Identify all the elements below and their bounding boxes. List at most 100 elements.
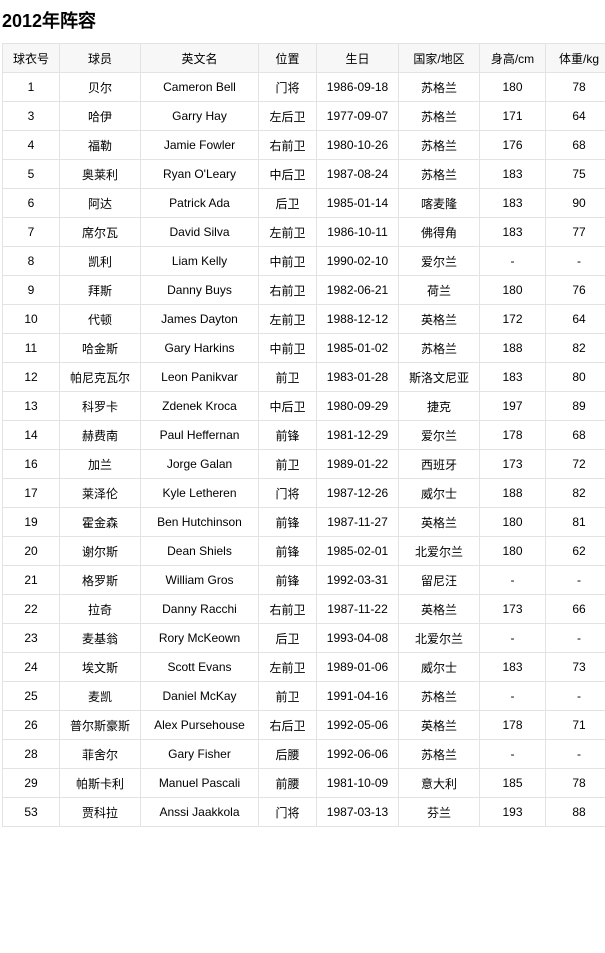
table-row: 10 代顿 James Dayton 左前卫 1988-12-12 英格兰 172 64: [2, 304, 605, 334]
cell-country: 苏格兰: [398, 130, 480, 160]
cell-birthday: 1986-09-18: [316, 72, 399, 102]
cell-country: 英格兰: [398, 710, 480, 740]
cell-country: 爱尔兰: [398, 420, 480, 450]
cell-height: 183: [479, 188, 546, 218]
cell-player-name: 普尔斯豪斯: [59, 710, 141, 740]
cell-birthday: 1981-12-29: [316, 420, 399, 450]
cell-country: 威尔士: [398, 478, 480, 508]
cell-player-name: 麦凯: [59, 681, 141, 711]
cell-jersey-number: 5: [2, 159, 60, 189]
column-header-jersey-number: 球衣号: [2, 43, 60, 73]
table-row: 8 凯利 Liam Kelly 中前卫 1990-02-10 爱尔兰 - -: [2, 246, 605, 276]
cell-english-name: Patrick Ada: [140, 188, 259, 218]
cell-birthday: 1981-10-09: [316, 768, 399, 798]
cell-country: 爱尔兰: [398, 246, 480, 276]
cell-weight: 77: [545, 217, 605, 247]
cell-player-name: 哈伊: [59, 101, 141, 131]
cell-position: 前卫: [258, 362, 317, 392]
cell-position: 中后卫: [258, 159, 317, 189]
table-row: 14 赫费南 Paul Heffernan 前锋 1981-12-29 爱尔兰 178 68: [2, 420, 605, 450]
cell-english-name: Ryan O'Leary: [140, 159, 259, 189]
cell-height: 188: [479, 478, 546, 508]
table-row: 3 哈伊 Garry Hay 左后卫 1977-09-07 苏格兰 171 64: [2, 101, 605, 131]
column-header-position: 位置: [258, 43, 317, 73]
cell-english-name: Danny Buys: [140, 275, 259, 305]
table-row: 5 奥莱利 Ryan O'Leary 中后卫 1987-08-24 苏格兰 183 75: [2, 159, 605, 189]
cell-height: 173: [479, 449, 546, 479]
cell-jersey-number: 19: [2, 507, 60, 537]
cell-english-name: Gary Fisher: [140, 739, 259, 769]
column-header-birthday: 生日: [316, 43, 399, 73]
cell-country: 北爱尔兰: [398, 623, 480, 653]
cell-country: 苏格兰: [398, 681, 480, 711]
cell-weight: 76: [545, 275, 605, 305]
cell-player-name: 格罗斯: [59, 565, 141, 595]
table-row: 20 谢尔斯 Dean Shiels 前锋 1985-02-01 北爱尔兰 180 62: [2, 536, 605, 566]
cell-player-name: 麦基翁: [59, 623, 141, 653]
cell-player-name: 拉奇: [59, 594, 141, 624]
table-row: 26 普尔斯豪斯 Alex Pursehouse 右后卫 1992-05-06 英格兰 17…: [2, 710, 605, 740]
table-row: 6 阿达 Patrick Ada 后卫 1985-01-14 喀麦隆 183 90: [2, 188, 605, 218]
cell-birthday: 1987-11-22: [316, 594, 399, 624]
cell-player-name: 贾科拉: [59, 797, 141, 827]
cell-jersey-number: 12: [2, 362, 60, 392]
cell-weight: 68: [545, 420, 605, 450]
cell-position: 左前卫: [258, 652, 317, 682]
cell-english-name: Dean Shiels: [140, 536, 259, 566]
cell-birthday: 1988-12-12: [316, 304, 399, 334]
cell-height: 180: [479, 72, 546, 102]
cell-weight: 71: [545, 710, 605, 740]
cell-weight: -: [545, 565, 605, 595]
cell-height: 193: [479, 797, 546, 827]
cell-birthday: 1986-10-11: [316, 217, 399, 247]
cell-birthday: 1985-02-01: [316, 536, 399, 566]
cell-height: -: [479, 623, 546, 653]
cell-weight: 62: [545, 536, 605, 566]
cell-english-name: Zdenek Kroca: [140, 391, 259, 421]
table-row: 25 麦凯 Daniel McKay 前卫 1991-04-16 苏格兰 - -: [2, 681, 605, 711]
cell-position: 前锋: [258, 536, 317, 566]
table-row: 4 福勒 Jamie Fowler 右前卫 1980-10-26 苏格兰 176 68: [2, 130, 605, 160]
cell-country: 斯洛文尼亚: [398, 362, 480, 392]
cell-english-name: Daniel McKay: [140, 681, 259, 711]
cell-weight: 75: [545, 159, 605, 189]
cell-weight: 73: [545, 652, 605, 682]
column-header-english-name: 英文名: [140, 43, 259, 73]
cell-country: 北爱尔兰: [398, 536, 480, 566]
cell-height: 183: [479, 159, 546, 189]
cell-weight: -: [545, 246, 605, 276]
column-header-weight: 体重/kg: [545, 43, 605, 73]
cell-country: 苏格兰: [398, 739, 480, 769]
cell-birthday: 1989-01-22: [316, 449, 399, 479]
column-header-country: 国家/地区: [398, 43, 480, 73]
cell-birthday: 1985-01-14: [316, 188, 399, 218]
cell-weight: 64: [545, 304, 605, 334]
cell-height: 176: [479, 130, 546, 160]
cell-english-name: Leon Panikvar: [140, 362, 259, 392]
cell-height: 180: [479, 507, 546, 537]
cell-position: 门将: [258, 797, 317, 827]
cell-player-name: 科罗卡: [59, 391, 141, 421]
cell-player-name: 奥莱利: [59, 159, 141, 189]
cell-weight: 64: [545, 101, 605, 131]
cell-weight: 81: [545, 507, 605, 537]
cell-position: 右前卫: [258, 275, 317, 305]
cell-english-name: Jorge Galan: [140, 449, 259, 479]
cell-english-name: Manuel Pascali: [140, 768, 259, 798]
table-row: 17 莱泽伦 Kyle Letheren 门将 1987-12-26 威尔士 188 82: [2, 478, 605, 508]
cell-english-name: William Gros: [140, 565, 259, 595]
cell-height: -: [479, 246, 546, 276]
table-row: 11 哈金斯 Gary Harkins 中前卫 1985-01-02 苏格兰 188 82: [2, 333, 605, 363]
squad-table: 球衣号 球员 英文名 位置 生日 国家/地区 身高/cm 体重/kg 1 贝尔 Cameron B…: [2, 43, 605, 827]
cell-height: -: [479, 739, 546, 769]
table-row: 1 贝尔 Cameron Bell 门将 1986-09-18 苏格兰 180 78: [2, 72, 605, 102]
cell-english-name: Scott Evans: [140, 652, 259, 682]
cell-position: 右前卫: [258, 130, 317, 160]
cell-birthday: 1987-08-24: [316, 159, 399, 189]
table-row: 28 菲舍尔 Gary Fisher 后腰 1992-06-06 苏格兰 - -: [2, 739, 605, 769]
cell-position: 前锋: [258, 507, 317, 537]
cell-position: 门将: [258, 478, 317, 508]
cell-country: 喀麦隆: [398, 188, 480, 218]
cell-country: 苏格兰: [398, 159, 480, 189]
cell-country: 英格兰: [398, 594, 480, 624]
